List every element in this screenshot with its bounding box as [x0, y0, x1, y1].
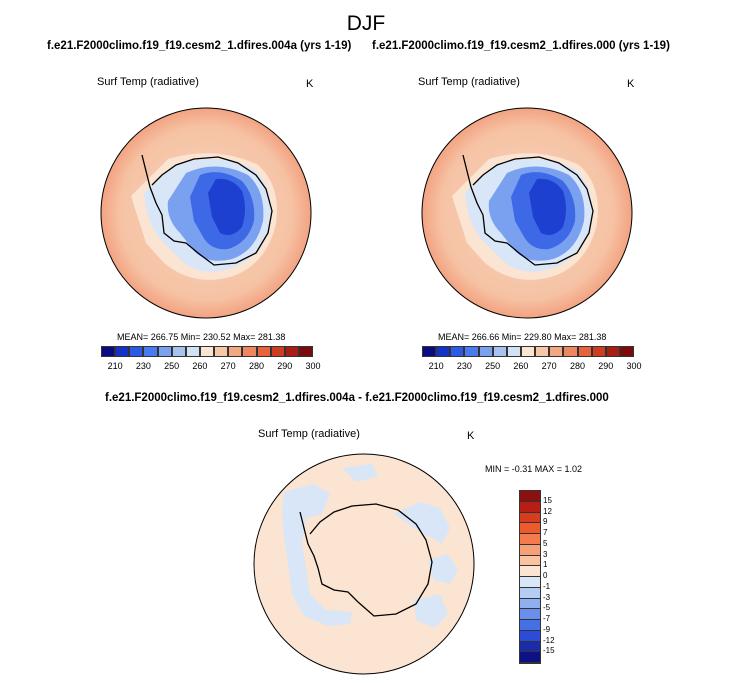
colorbar-swatch: [506, 346, 521, 357]
colorbar-tick-label: -12: [543, 635, 555, 645]
colorbar-tick-label: 9: [543, 517, 548, 527]
colorbar-swatch: [549, 346, 564, 357]
colorbar-tick-label: 210: [428, 361, 444, 371]
colorbar-swatch: [577, 346, 592, 357]
colorbar-tick-label: 230: [135, 361, 151, 371]
colorbar-tick-label: 270: [220, 361, 236, 371]
diff-colorbar: [519, 490, 541, 664]
colorbar-tick-label: -3: [543, 592, 551, 602]
colorbar-tick-label: -7: [543, 614, 551, 623]
colorbar-swatch: [436, 346, 451, 357]
season-title: DJF: [346, 12, 386, 35]
diff-stats: MIN = -0.31 MAX = 1.02: [485, 464, 583, 474]
colorbar-swatch: [520, 346, 536, 357]
colorbar-swatch: [520, 555, 540, 567]
colorbar-swatch: [171, 346, 186, 357]
colorbar-swatch: [464, 346, 479, 357]
colorbar-tick-label: 290: [598, 361, 614, 371]
colorbar-tick-label: 5: [543, 538, 548, 548]
colorbar-swatch: [450, 346, 465, 357]
colorbar-swatch: [199, 346, 215, 357]
colorbar-tick-label: 12: [543, 506, 552, 516]
colorbar-tick-label: 300: [305, 361, 321, 371]
colorbar-swatch: [520, 641, 540, 653]
left-stats: MEAN= 266.75 Min= 230.52 Max= 281.38: [117, 332, 286, 342]
colorbar-swatch: [520, 630, 540, 642]
left-polar-map: [100, 107, 312, 319]
right-stats: MEAN= 266.66 Min= 229.80 Max= 281.38: [438, 332, 607, 342]
colorbar-swatch: [214, 346, 229, 357]
colorbar-swatch: [563, 346, 578, 357]
colorbar-swatch: [520, 491, 540, 502]
colorbar-swatch: [520, 620, 540, 631]
colorbar-swatch: [129, 346, 144, 357]
diff-polar-map: [253, 453, 475, 675]
left-case-title: f.e21.F2000climo.f19_f19.cesm2_1.dfires.…: [47, 40, 352, 52]
colorbar-swatch: [256, 346, 271, 357]
right-polar-map: [421, 107, 633, 319]
colorbar-swatch: [520, 609, 540, 620]
colorbar-swatch: [520, 598, 540, 610]
colorbar-swatch: [157, 346, 172, 357]
colorbar-swatch: [605, 346, 620, 357]
right-colorbar-ticks: 210 230 250 260 270 280 290 300: [422, 361, 642, 373]
left-variable-label: Surf Temp (radiative): [97, 76, 199, 88]
colorbar-tick-label: 280: [248, 361, 264, 371]
colorbar-swatch: [520, 566, 540, 577]
colorbar-tick-label: 290: [277, 361, 293, 371]
colorbar-swatch: [478, 346, 493, 357]
colorbar-swatch: [284, 346, 299, 357]
colorbar-swatch: [143, 346, 158, 357]
colorbar-swatch: [520, 652, 540, 663]
colorbar-tick-label: 7: [543, 528, 548, 537]
colorbar-swatch: [115, 346, 130, 357]
colorbar-swatch: [520, 501, 540, 513]
colorbar-swatch: [185, 346, 200, 357]
left-unit-label: K: [306, 78, 314, 90]
colorbar-swatch: [492, 346, 507, 357]
right-case-title: f.e21.F2000climo.f19_f19.cesm2_1.dfires.…: [372, 40, 670, 52]
colorbar-swatch: [520, 534, 540, 545]
colorbar-swatch: [619, 346, 635, 357]
colorbar-swatch: [520, 544, 540, 556]
diff-colorbar-ticks: 15 12 9 7 5 3 1 0 -1 -3 -5 -7 -9 -12 -15: [543, 490, 583, 662]
right-colorbar: [422, 346, 635, 357]
colorbar-swatch: [535, 346, 550, 357]
colorbar-tick-label: 270: [541, 361, 557, 371]
colorbar-tick-label: -9: [543, 624, 551, 634]
colorbar-swatch: [242, 346, 257, 357]
colorbar-tick-label: 0: [543, 571, 548, 580]
colorbar-tick-label: -15: [543, 646, 555, 656]
colorbar-swatch: [228, 346, 243, 357]
left-colorbar-ticks: 210 230 250 260 270 280 290 300: [101, 361, 321, 373]
colorbar-tick-label: 260: [513, 361, 529, 371]
right-unit-label: K: [627, 78, 635, 90]
colorbar-swatch: [101, 346, 116, 357]
colorbar-swatch: [520, 523, 540, 534]
colorbar-swatch: [520, 577, 540, 588]
colorbar-swatch: [591, 346, 606, 357]
colorbar-tick-label: 250: [164, 361, 180, 371]
colorbar-tick-label: 210: [107, 361, 123, 371]
diff-variable-label: Surf Temp (radiative): [258, 428, 360, 440]
left-colorbar: [101, 346, 314, 357]
colorbar-tick-label: 260: [192, 361, 208, 371]
colorbar-tick-label: 15: [543, 495, 552, 505]
colorbar-tick-label: 1: [543, 560, 548, 570]
colorbar-swatch: [520, 587, 540, 599]
colorbar-swatch: [422, 346, 437, 357]
diff-title: f.e21.F2000climo.f19_f19.cesm2_1.dfires.…: [105, 392, 609, 404]
diff-unit-label: K: [467, 430, 475, 442]
right-variable-label: Surf Temp (radiative): [418, 76, 520, 88]
colorbar-tick-label: -1: [543, 581, 551, 591]
colorbar-swatch: [298, 346, 314, 357]
colorbar-swatch: [520, 512, 540, 524]
colorbar-swatch: [270, 346, 285, 357]
colorbar-tick-label: -5: [543, 603, 551, 613]
colorbar-tick-label: 300: [626, 361, 642, 371]
colorbar-tick-label: 250: [485, 361, 501, 371]
colorbar-tick-label: 280: [569, 361, 585, 371]
colorbar-tick-label: 230: [456, 361, 472, 371]
colorbar-tick-label: 3: [543, 549, 548, 559]
